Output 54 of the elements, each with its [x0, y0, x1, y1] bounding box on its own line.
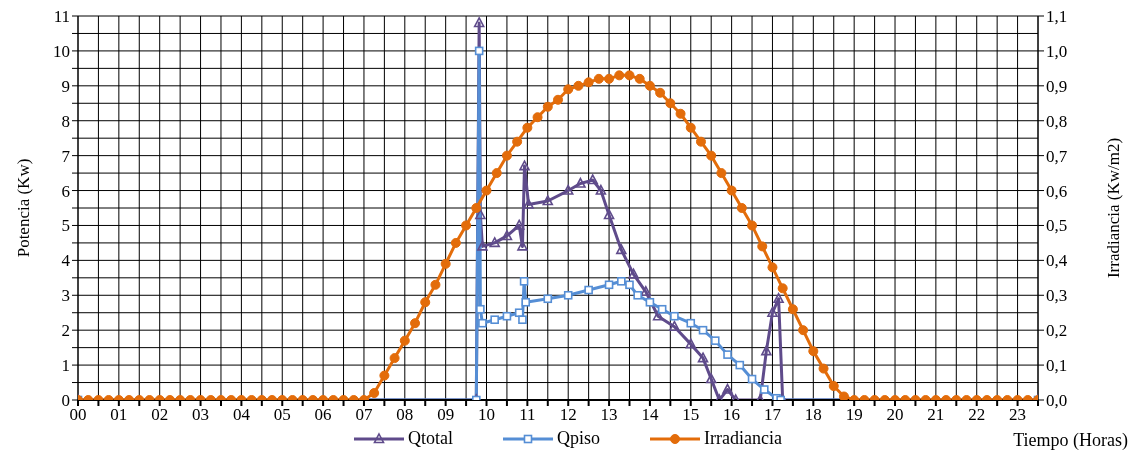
- x-tick-label: 06: [314, 405, 332, 425]
- y2-tick-label: 0,5: [1046, 216, 1068, 236]
- x-tick-label: 17: [763, 405, 782, 425]
- y-tick-label: 0: [61, 391, 70, 411]
- y2-tick-label: 0,8: [1046, 111, 1068, 131]
- x-tick-label: 10: [478, 405, 496, 425]
- y2-tick-label: 0,0: [1046, 391, 1068, 411]
- legend-label: Irradiancia: [704, 428, 782, 449]
- x-tick-label: 23: [1009, 405, 1027, 425]
- x-tick-label: 18: [804, 405, 822, 425]
- x-tick-label: 07: [355, 405, 373, 425]
- y-tick-label: 3: [61, 286, 70, 306]
- y2-tick-label: 0,4: [1046, 251, 1068, 271]
- x-tick-label: 20: [886, 405, 904, 425]
- y-tick-label: 2: [61, 321, 70, 341]
- x-tick-label: 09: [437, 405, 455, 425]
- y2-tick-label: 0,6: [1046, 181, 1068, 201]
- x-axis-title: Tiempo (Horas): [1013, 430, 1128, 451]
- y-tick-label: 4: [61, 251, 71, 271]
- x-tick-label: 02: [151, 405, 169, 425]
- y-tick-label: 6: [61, 181, 70, 201]
- y-tick-label: 11: [53, 7, 70, 27]
- y2-tick-label: 0,3: [1046, 286, 1068, 306]
- y-tick-label: 5: [61, 216, 70, 236]
- y-tick-label: 8: [61, 111, 70, 131]
- y2-tick-label: 0,1: [1046, 356, 1068, 376]
- legend-label: Qpiso: [557, 428, 601, 449]
- y2-tick-label: 0,2: [1046, 321, 1068, 341]
- x-tick-label: 04: [232, 405, 251, 425]
- x-tick-label: 11: [519, 405, 536, 425]
- y2-tick-label: 1,0: [1046, 41, 1068, 61]
- x-tick-label: 21: [927, 405, 945, 425]
- y2-axis-title: Irradiancia (Kw/m2): [1104, 137, 1124, 279]
- y-tick-label: 9: [61, 76, 70, 96]
- x-tick-label: 00: [69, 405, 87, 425]
- y-tick-label: 1: [61, 356, 70, 376]
- x-tick-label: 05: [273, 405, 291, 425]
- y-tick-label: 7: [61, 146, 71, 166]
- x-tick-label: 19: [845, 405, 863, 425]
- x-tick-label: 08: [396, 405, 414, 425]
- y-tick-label: 10: [53, 41, 70, 61]
- x-tick-label: 12: [559, 405, 577, 425]
- x-tick-label: 03: [192, 405, 210, 425]
- y2-tick-label: 0,7: [1046, 146, 1068, 166]
- legend-label: Qtotal: [408, 428, 454, 449]
- x-tick-label: 13: [600, 405, 618, 425]
- x-tick-label: 14: [641, 405, 659, 425]
- x-tick-label: 01: [110, 405, 128, 425]
- x-tick-label: 16: [723, 405, 741, 425]
- y-axis-title: Potencia (Kw): [14, 158, 34, 258]
- x-tick-label: 15: [682, 405, 700, 425]
- y2-tick-label: 1,1: [1046, 7, 1068, 27]
- x-tick-label: 22: [968, 405, 986, 425]
- y2-tick-label: 0,9: [1046, 76, 1068, 96]
